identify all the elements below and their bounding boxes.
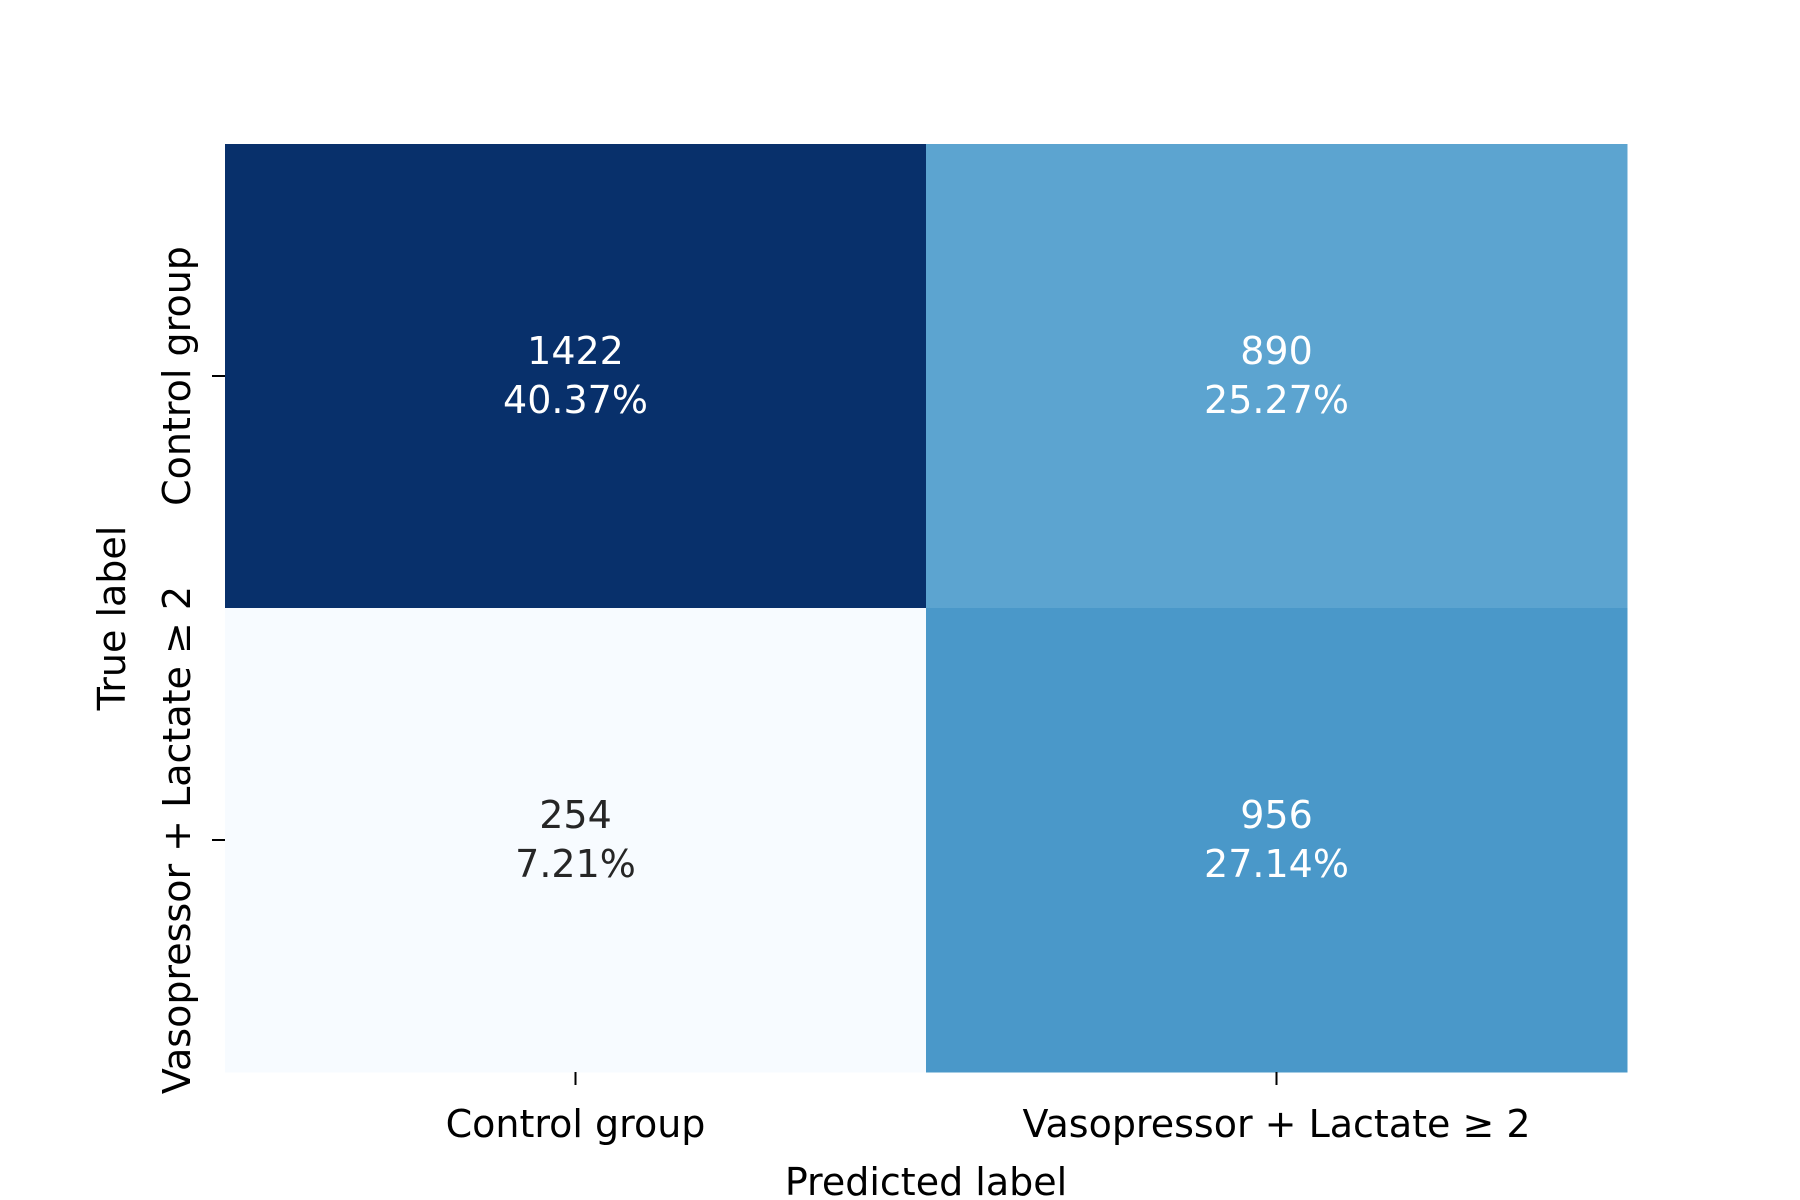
cell-percent-label: 7.21% [515, 842, 636, 886]
x-axis-label: Predicted label [785, 1160, 1067, 1200]
heatmap-cell [926, 608, 1628, 1073]
cell-count-label: 1422 [527, 329, 624, 373]
x-tick-label: Control group [446, 1102, 706, 1146]
heatmap-cell [225, 144, 927, 609]
y-axis-label: True label [90, 526, 134, 712]
y-tick-label: Vasopressor + Lactate ≥ 2 [155, 586, 199, 1094]
y-axis-ticks: Control group Vasopressor + Lactate ≥ 2 [155, 246, 225, 1094]
heatmap-cell [225, 608, 927, 1073]
x-axis-ticks: Control group Vasopressor + Lactate ≥ 2 [446, 1072, 1531, 1146]
cell-percent-label: 40.37% [503, 378, 648, 422]
heatmap-cell [926, 144, 1628, 609]
cell-percent-label: 27.14% [1204, 842, 1349, 886]
cell-count-label: 956 [1240, 793, 1313, 837]
cell-count-label: 890 [1240, 329, 1313, 373]
heatmap-annotations: 1422 40.37% 890 25.27% 254 7.21% 956 27.14% [503, 329, 1349, 886]
heatmap-cells [225, 144, 1628, 1073]
x-tick-label: Vasopressor + Lactate ≥ 2 [1022, 1102, 1530, 1146]
cell-percent-label: 25.27% [1204, 378, 1349, 422]
cell-count-label: 254 [539, 793, 612, 837]
y-tick-label: Control group [155, 246, 199, 506]
